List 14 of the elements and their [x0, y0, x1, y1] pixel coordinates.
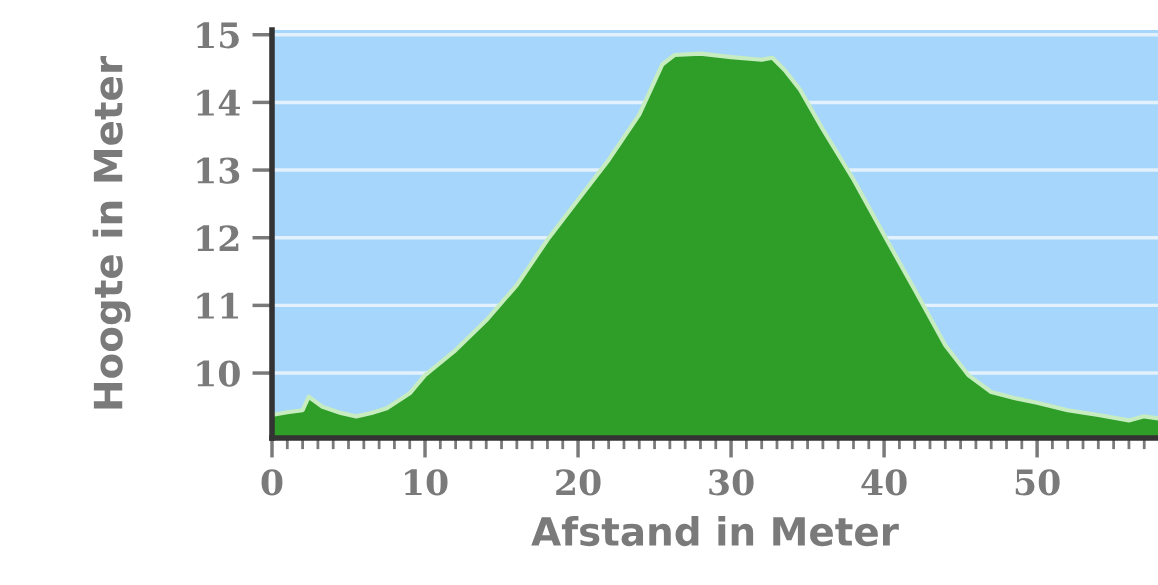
y-tick-label: 11	[197, 292, 238, 319]
y-tick-label: 10	[197, 360, 240, 387]
x-tick-label: 20	[556, 469, 601, 496]
x-tick-label: 30	[709, 469, 754, 496]
x-tick-label: 50	[1015, 469, 1060, 496]
y-tick-label: 15	[197, 22, 239, 49]
x-axis-title: Afstand in Meter	[531, 516, 899, 547]
y-axis-title: Hoogte in Meter	[92, 56, 131, 409]
y-tick-label: 13	[197, 157, 240, 184]
x-tick-label: 40	[861, 469, 907, 496]
y-tick-label: 14	[197, 89, 241, 116]
x-tick-label: 0	[261, 469, 283, 496]
x-tick-label: 10	[405, 469, 448, 496]
y-tick-label: 12	[197, 225, 239, 251]
